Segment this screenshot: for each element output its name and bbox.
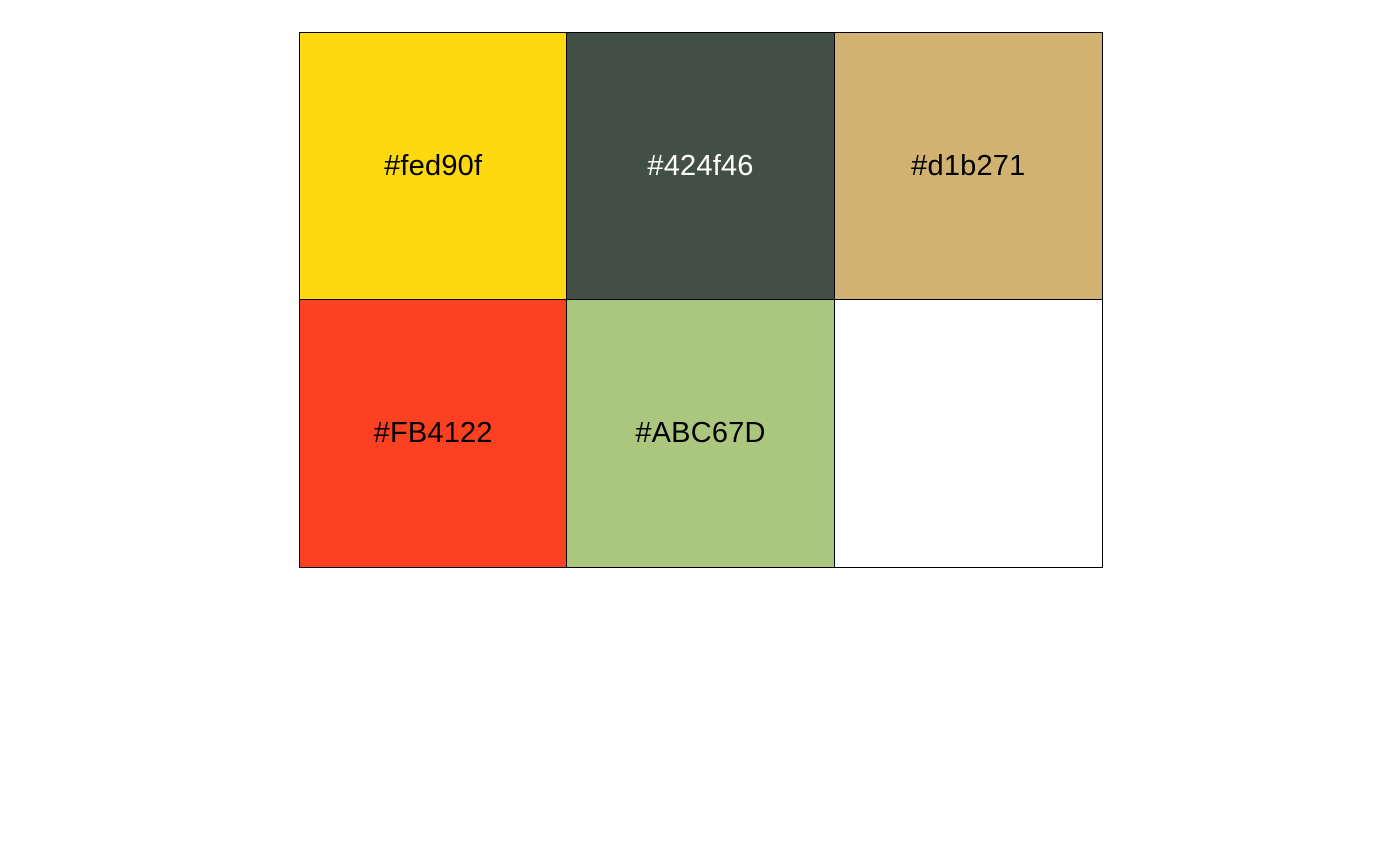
color-swatch: #fed90f: [300, 33, 568, 300]
swatch-hex-label: #424f46: [647, 149, 754, 182]
swatch-hex-label: #ABC67D: [635, 417, 766, 449]
color-swatch: #ABC67D: [567, 300, 835, 567]
color-swatch: #d1b271: [834, 33, 1102, 300]
swatch-hex-label: #fed90f: [384, 149, 483, 182]
swatch-hex-label: #FB4122: [373, 417, 493, 449]
empty-swatch: [834, 300, 1102, 567]
swatch-hex-label: #d1b271: [911, 149, 1026, 182]
color-palette-grid: #fed90f #424f46 #d1b271 #FB4122 #ABC67D: [299, 32, 1103, 568]
color-swatch: #FB4122: [300, 300, 568, 567]
color-swatch: #424f46: [567, 33, 835, 300]
